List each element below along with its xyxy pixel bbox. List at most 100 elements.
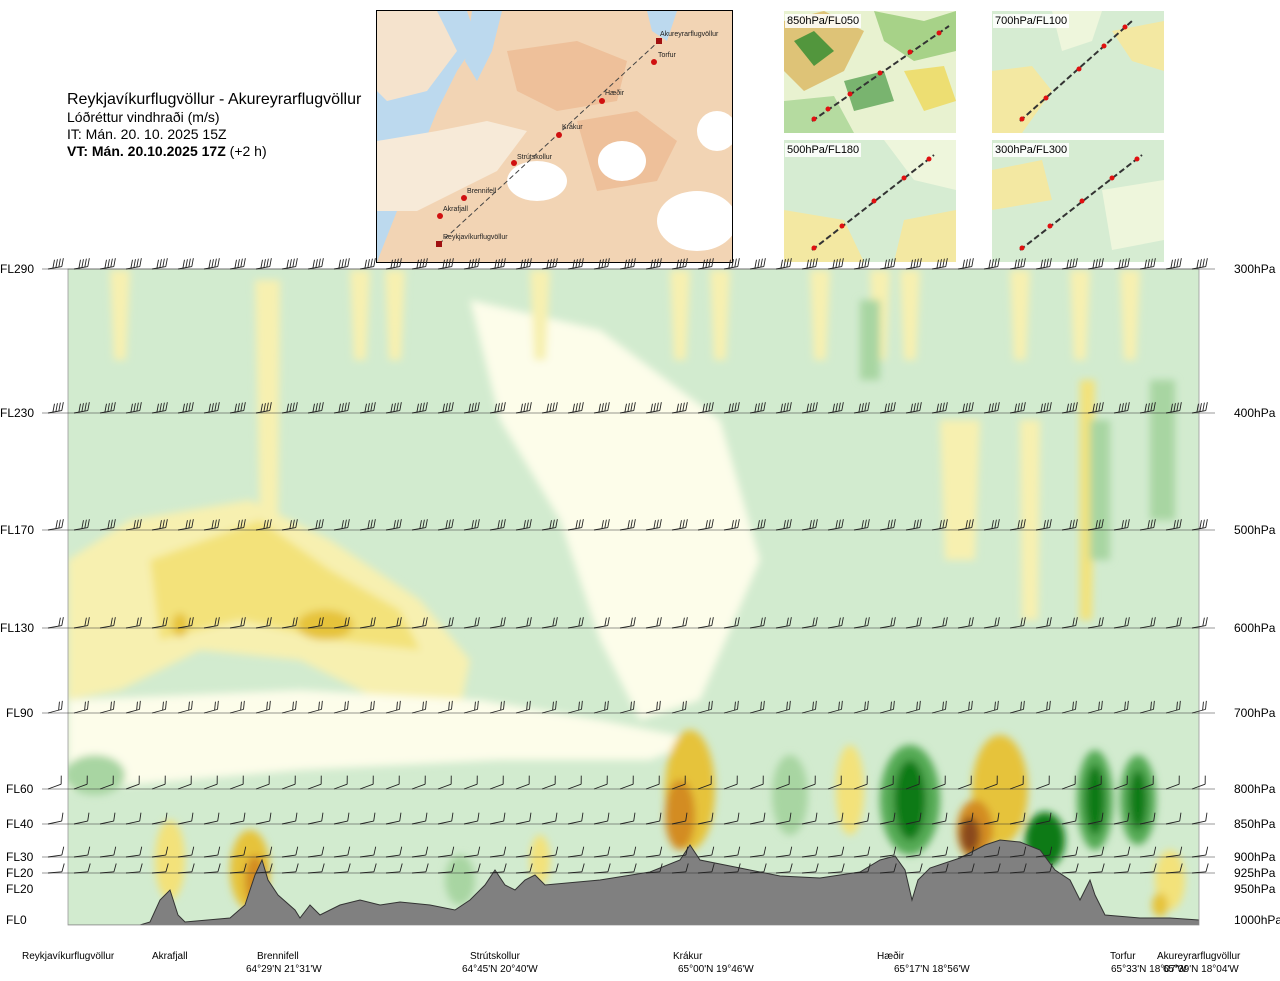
mini-map-700[interactable]: 700hPa/FL100 bbox=[992, 11, 1164, 133]
wind-barb bbox=[775, 700, 791, 714]
wind-barb bbox=[1061, 258, 1078, 270]
wind-barb bbox=[307, 519, 324, 531]
wind-barb bbox=[697, 812, 714, 825]
wind-barb bbox=[255, 402, 272, 414]
upper-updraft-streak bbox=[1120, 270, 1140, 360]
wind-barb bbox=[645, 863, 663, 874]
wind-barb bbox=[73, 812, 90, 825]
wind-barb bbox=[47, 700, 63, 714]
wind-barb bbox=[879, 617, 896, 629]
wind-barb bbox=[1035, 402, 1052, 414]
wind-barb bbox=[151, 846, 169, 858]
wind-barb bbox=[931, 700, 947, 714]
wind-barb bbox=[73, 617, 90, 629]
wind-barb bbox=[593, 519, 610, 531]
hpa-tick-label: 925hPa bbox=[1234, 866, 1276, 880]
wind-barb bbox=[905, 617, 922, 629]
wind-barb bbox=[801, 258, 818, 270]
wind-barb bbox=[905, 775, 920, 790]
wind-barb bbox=[1113, 812, 1130, 825]
wind-barb bbox=[255, 846, 273, 858]
wind-barb bbox=[879, 519, 896, 531]
wind-barb bbox=[853, 863, 871, 874]
wind-barb bbox=[671, 617, 688, 629]
wind-barb bbox=[99, 617, 116, 629]
wind-barb bbox=[1191, 863, 1209, 874]
wind-barb bbox=[1139, 402, 1156, 414]
wind-barb bbox=[671, 519, 688, 531]
mini-map-300[interactable]: 300hPa/FL300 bbox=[992, 140, 1164, 262]
wind-barb bbox=[1113, 700, 1129, 714]
wind-barb bbox=[333, 258, 350, 270]
wind-barb bbox=[151, 775, 166, 790]
wind-barb bbox=[957, 617, 974, 629]
wind-barb bbox=[541, 519, 558, 531]
hpa-tick-label: 950hPa bbox=[1234, 882, 1276, 896]
wind-barb bbox=[1191, 812, 1208, 825]
wind-barb bbox=[645, 519, 662, 531]
wind-barb bbox=[749, 402, 766, 414]
hpa-tick-label: 900hPa bbox=[1234, 850, 1276, 864]
wind-barb bbox=[47, 812, 64, 825]
hpa-tick-label: 500hPa bbox=[1234, 523, 1276, 537]
wind-barb bbox=[1165, 402, 1182, 414]
wind-barb bbox=[853, 258, 870, 270]
wind-barb bbox=[1139, 700, 1155, 714]
wind-barb bbox=[1061, 402, 1078, 414]
wind-barb bbox=[723, 402, 740, 414]
wind-barb bbox=[307, 775, 322, 790]
wind-barb bbox=[671, 700, 687, 714]
wind-barb bbox=[229, 700, 245, 714]
wind-barb bbox=[1165, 775, 1180, 790]
updraft-cell bbox=[836, 745, 864, 835]
wind-barb bbox=[437, 700, 453, 714]
station-label: Strútskollur bbox=[470, 951, 521, 962]
wind-barb bbox=[827, 617, 844, 629]
wind-barb bbox=[151, 863, 169, 874]
wind-barb bbox=[385, 700, 401, 714]
wind-barb bbox=[411, 846, 429, 858]
wind-barb bbox=[489, 617, 506, 629]
wind-barb bbox=[879, 775, 894, 790]
updraft-cell bbox=[155, 820, 185, 900]
wind-barb bbox=[1165, 519, 1182, 531]
wind-barb bbox=[749, 258, 766, 270]
wind-barb bbox=[333, 812, 350, 825]
wind-barb bbox=[749, 700, 765, 714]
wind-barb bbox=[281, 812, 298, 825]
wind-barb bbox=[1165, 846, 1183, 858]
wind-barb bbox=[671, 402, 688, 414]
wind-barb bbox=[73, 519, 90, 531]
upper-updraft-streak bbox=[1020, 420, 1040, 620]
wind-barb bbox=[463, 846, 481, 858]
station-label: Reykjavíkurflugvöllur bbox=[22, 951, 115, 962]
wind-barb bbox=[645, 812, 662, 825]
wind-barb bbox=[1113, 775, 1128, 790]
wind-barb bbox=[1113, 519, 1130, 531]
wind-barb bbox=[359, 863, 377, 874]
wind-barb bbox=[1139, 258, 1156, 270]
wind-barb bbox=[1113, 258, 1130, 270]
downdraft-cell bbox=[445, 855, 475, 905]
wind-barb bbox=[307, 812, 324, 825]
wind-barb bbox=[255, 617, 272, 629]
mini-map-850[interactable]: 850hPa/FL050 bbox=[784, 11, 956, 133]
wind-barb bbox=[853, 812, 870, 825]
station-coord: 65°33'N 18°07'W bbox=[1111, 964, 1187, 975]
wind-barb bbox=[1165, 812, 1182, 825]
wind-barb bbox=[697, 700, 713, 714]
wind-barb bbox=[203, 775, 218, 790]
station-label: Torfur bbox=[1110, 951, 1136, 962]
wind-barb bbox=[645, 617, 662, 629]
wind-barb bbox=[125, 402, 142, 414]
wind-barb bbox=[671, 812, 688, 825]
upper-downdraft-streak bbox=[1150, 380, 1175, 520]
wind-barb bbox=[593, 812, 610, 825]
wind-barb bbox=[1191, 519, 1208, 531]
fl-tick-label: FL40 bbox=[6, 817, 34, 831]
upper-updraft-streak bbox=[350, 270, 370, 360]
wind-barb bbox=[463, 863, 481, 874]
wind-barb bbox=[931, 519, 948, 531]
mini-map-500[interactable]: 500hPa/FL180 bbox=[784, 140, 956, 262]
